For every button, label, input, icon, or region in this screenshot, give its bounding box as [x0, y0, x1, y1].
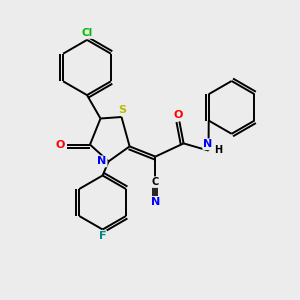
- Text: N: N: [98, 156, 106, 167]
- Text: Cl: Cl: [81, 28, 93, 38]
- Text: O: O: [173, 110, 183, 120]
- Text: N: N: [203, 139, 212, 149]
- Text: O: O: [55, 140, 65, 150]
- Text: N: N: [151, 197, 160, 207]
- Text: H: H: [214, 145, 222, 155]
- Text: S: S: [118, 105, 126, 115]
- Text: C: C: [152, 177, 159, 187]
- Text: F: F: [99, 231, 106, 241]
